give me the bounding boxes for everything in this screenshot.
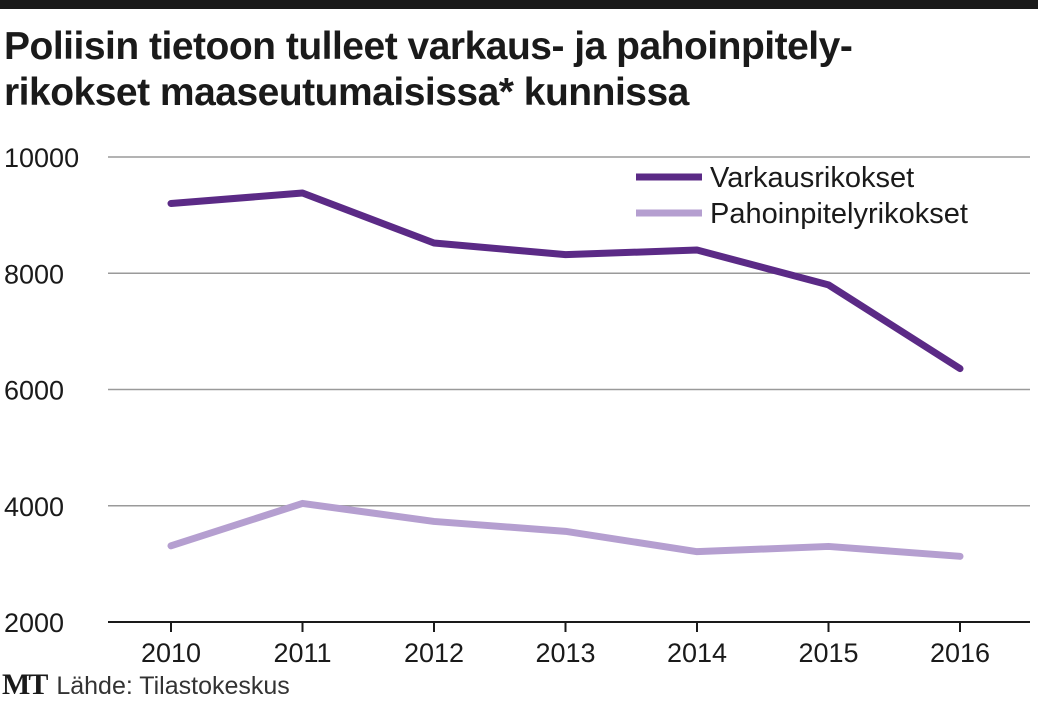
x-tick-label: 2012	[404, 638, 464, 668]
x-tick-label: 2014	[667, 638, 727, 668]
y-tick-label: 8000	[4, 259, 64, 289]
x-tick-label: 2010	[141, 638, 201, 668]
footer: MT Lähde: Tilastokeskus	[2, 668, 290, 702]
title-line-1: Poliisin tietoon tulleet varkaus- ja pah…	[4, 25, 853, 68]
y-tick-label: 4000	[4, 492, 64, 522]
y-tick-label: 6000	[4, 376, 64, 406]
x-tick-label: 2016	[930, 638, 990, 668]
x-tick-label: 2011	[273, 638, 331, 668]
top-bar	[0, 0, 1038, 9]
legend-label: Pahoinpitelyrikokset	[710, 198, 968, 230]
mt-logo: MT	[2, 668, 48, 701]
series-line-varkausrikokset	[167, 189, 964, 373]
x-tick-label: 2013	[535, 638, 595, 668]
y-tick-label: 2000	[4, 608, 64, 638]
y-tick-label: 10000	[4, 143, 79, 173]
legend-label: Varkausrikokset	[710, 162, 914, 194]
x-tick-label: 2015	[798, 638, 858, 668]
series-line-pahoinpitelyrikokset	[167, 499, 964, 560]
title-line-2: rikokset maaseutumaisissa* kunnissa	[4, 71, 689, 114]
source-text: Lähde: Tilastokeskus	[56, 672, 290, 700]
chart-title: Poliisin tietoon tulleet varkaus- ja pah…	[4, 24, 1034, 116]
